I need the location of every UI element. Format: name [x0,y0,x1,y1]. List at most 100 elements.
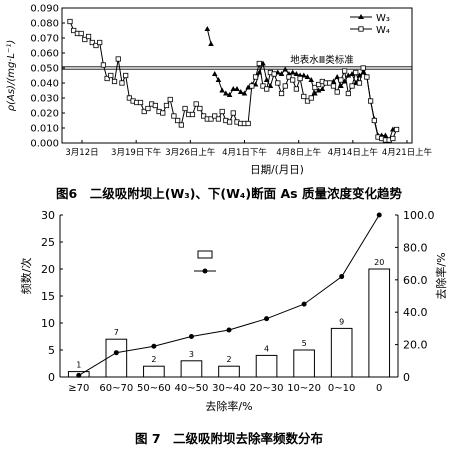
fig6-point-w3 [241,90,248,96]
fig7-x-tick-label: 60~70 [99,383,133,394]
fig6-point-w4 [290,77,296,83]
fig7-bar [105,338,128,378]
fig7-bar [330,327,353,378]
fig6-point-w4 [260,83,266,89]
fig6-point-w4 [393,126,400,133]
fig6-point-w4 [145,105,151,112]
fig6-point-w3 [282,66,289,72]
fig7-removal-rate-point [151,343,157,349]
fig6-point-w4 [71,27,77,34]
fig6-point-w4 [100,62,106,68]
fig7-x-axis-label: 去除率/% [205,399,252,413]
fig6-point-w4 [104,75,110,82]
fig7-bar-value-label: 5 [302,339,307,348]
fig6-point-w3 [237,89,244,94]
fig6-point-w4 [356,80,363,86]
fig6-point-w4 [178,122,184,128]
fig6-point-w3 [308,77,315,82]
fig7-right-tick-label: 80.0 [403,241,428,254]
fig7-x-tick-label: 50~60 [137,383,171,394]
fig6-point-w4 [342,68,348,74]
fig6-point-w3 [278,71,285,76]
fig7-bar [293,349,315,378]
fig7-bar [368,268,391,378]
fig6-point-w4 [349,83,355,89]
fig6-x-tick-label: 3月12日 [65,148,98,158]
fig6-point-w4 [367,98,374,104]
fig6-point-w3 [226,92,233,97]
fig6-point-w4 [245,120,251,127]
fig6-y-tick-label: 0.060 [30,49,59,60]
fig6-point-w3 [204,26,211,31]
fig6-point-w3 [289,69,296,75]
fig6-plot-frame [61,7,413,144]
fig7-x-tick-label: 40~50 [175,383,209,394]
fig6-y-tick-label: 0.000 [30,139,59,150]
fig6-y-tick-label: 0.090 [30,4,59,15]
fig7-left-tick-label: 0 [48,371,55,384]
fig7-bar-value-label: 1 [76,361,81,370]
fig6-point-w4 [208,116,214,122]
fig6-point-w4 [126,95,132,101]
fig6-point-w4 [312,84,318,91]
fig7-left-tick-label: 25 [41,236,55,249]
fig6-point-w4 [360,65,366,71]
fig6-point-w4 [175,117,181,124]
fig6-point-w4 [334,89,340,95]
fig7-bar [180,360,203,378]
fig7-removal-rate-point [339,274,345,280]
fig7-bar-value-label: 9 [339,317,344,326]
fig6-point-w4 [301,93,307,100]
fig6-legend-label-w3: W₃ [376,13,390,24]
fig7-bar [143,365,165,378]
fig6-point-w4 [230,110,236,116]
fig6-point-w4 [182,105,188,112]
fig6-point-w4 [115,56,121,62]
fig7-x-tick-label: 10~20 [287,383,321,394]
fig7-removal-rate-point [226,327,232,333]
fig7-removal-rate-point [113,350,119,356]
fig6-point-w4 [330,83,337,89]
fig6-x-axis-label: 日期/(月日) [250,164,304,176]
fig6-point-w4 [316,81,322,88]
fig7-removal-rate-point [188,334,194,339]
fig6-y-tick-label: 0.020 [30,109,59,120]
fig7-legend-bar-swatch [197,250,213,259]
fig7-bar-value-label: 20 [374,258,384,267]
fig7-right-tick-label: 100.0 [403,209,435,222]
fig6-point-w3 [234,86,240,91]
fig7-bar-value-label: 4 [264,344,269,353]
fig6-point-w4 [108,72,114,79]
fig6-point-w4 [327,80,333,86]
fig7-x-tick-label: 20~30 [250,383,284,394]
fig7-removal-rate-point [264,316,270,322]
fig6-x-tick-label: 4月1日下午 [222,147,267,158]
fig6-caption: 图6 二级吸附坝上(W₃)、下(W₄)断面 As 质量浓度变化趋势 [56,186,402,201]
fig6-x-tick-label: 4月14日上午 [328,147,379,158]
fig6-point-w4 [123,72,129,79]
fig6-point-w3 [208,41,214,46]
fig7-bar [218,365,240,378]
fig7-x-tick-label: ≥70 [68,383,89,394]
fig7-chart: 0 5 10 15 20 25 30 0 20.0 40.0 60.0 80.0 100.0 1 7 2 3 2 4… [19,209,448,413]
fig6-chart: 0.000 0.010 0.020 0.030 0.040 0.050 0.060 0.070… [6,4,433,177]
fig6-y-tick-label: 0.070 [30,34,59,45]
fig6-point-w4 [271,71,277,77]
fig6-point-w4 [167,96,173,103]
fig6-point-w4 [304,98,311,104]
fig6-y-axis-label: ρ(As)/(mg·L⁻¹) [6,40,17,112]
fig7-right-tick-label: 20.0 [403,339,428,352]
fig7-right-tick-label: 0 [403,371,410,384]
fig6-point-w4 [160,110,166,116]
fig6-point-w3 [211,71,218,76]
fig6-point-w4 [137,99,144,106]
fig6-point-w3 [338,83,344,88]
fig7-legend-dot-swatch [202,268,208,274]
fig6-point-w4 [297,75,303,82]
fig6-point-w4 [215,116,222,122]
fig6-point-w4 [78,30,84,37]
fig7-left-tick-label: 30 [41,209,55,222]
fig6-point-w4 [338,77,344,83]
fig6-point-w4 [345,90,351,97]
